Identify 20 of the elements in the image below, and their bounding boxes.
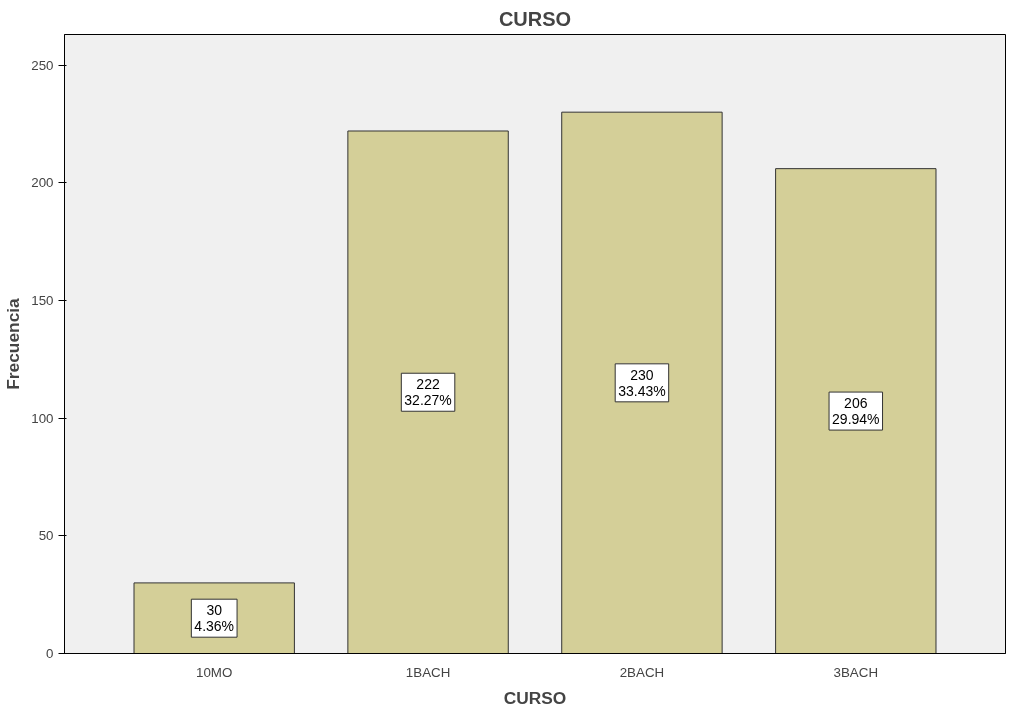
y-tick-label: 250 bbox=[31, 57, 54, 73]
y-axis-title: Frecuencia bbox=[3, 297, 24, 390]
y-tick-label: 200 bbox=[31, 175, 54, 191]
chart-title: CURSO bbox=[498, 7, 572, 30]
x-tick-label: 1BACH bbox=[405, 664, 451, 680]
bar bbox=[347, 130, 509, 654]
data-label: 230 33.43% bbox=[618, 366, 666, 399]
data-label: 206 29.94% bbox=[832, 395, 880, 428]
y-tick-label: 0 bbox=[46, 646, 54, 661]
bar bbox=[775, 168, 937, 654]
data-label: 222 32.27% bbox=[404, 376, 452, 409]
x-tick-label: 10MO bbox=[196, 664, 233, 680]
x-tick-label: 3BACH bbox=[833, 664, 879, 680]
y-tick-label: 50 bbox=[38, 528, 54, 544]
x-axis-title: CURSO bbox=[503, 687, 567, 708]
x-tick-label: 2BACH bbox=[619, 664, 665, 680]
data-label: 30 4.36% bbox=[194, 602, 235, 635]
y-tick-label: 100 bbox=[31, 410, 54, 426]
bar bbox=[561, 111, 723, 654]
y-tick-label: 150 bbox=[31, 292, 54, 308]
